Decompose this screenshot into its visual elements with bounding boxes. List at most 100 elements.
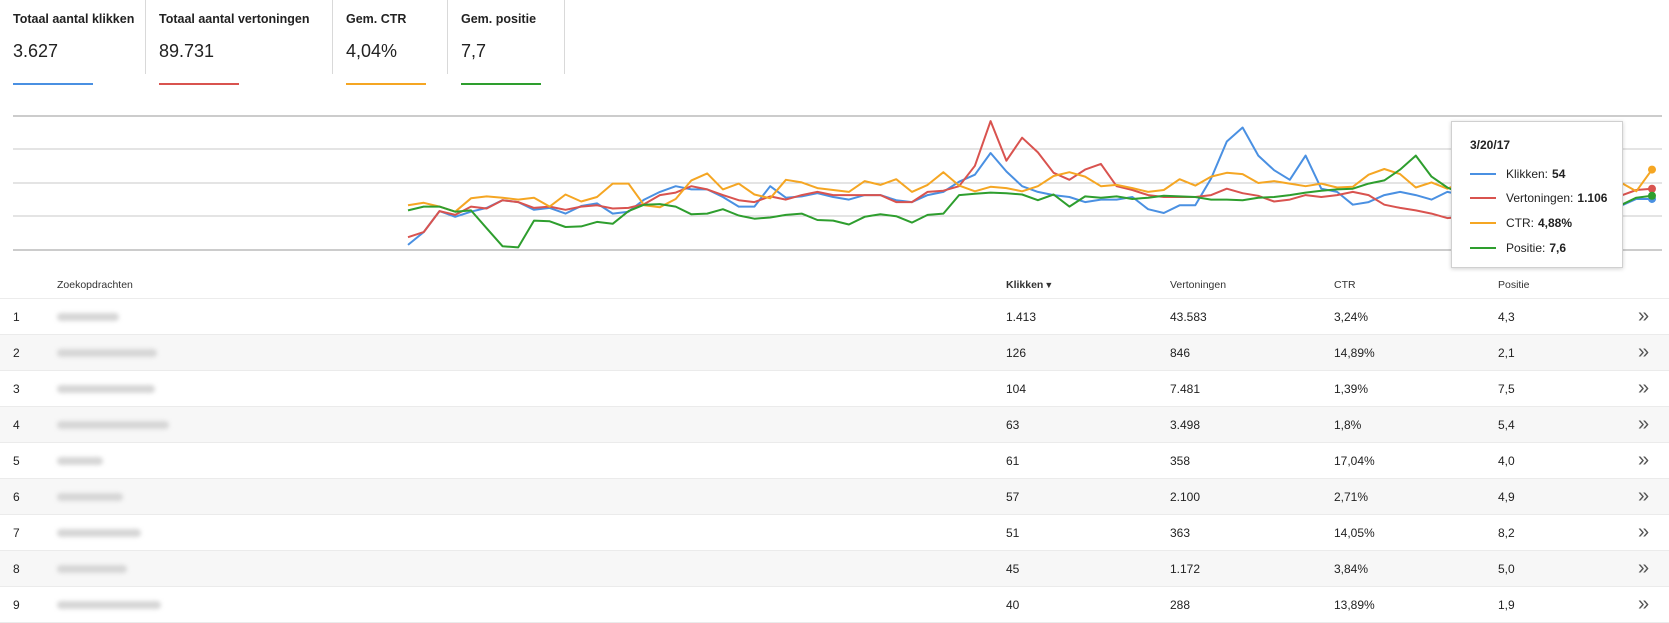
queries-table: Zoekopdrachten Klikken▼ Vertoningen CTR … <box>0 268 1669 623</box>
metrics-bar: Totaal aantal klikken 3.627 Totaal aanta… <box>0 0 565 85</box>
tooltip-row-impressions: Vertoningen: 1.106 <box>1470 191 1607 205</box>
metric-color-line <box>13 83 93 85</box>
series-endpoint-ctr <box>1648 165 1656 174</box>
row-details-icon[interactable]: » <box>1638 413 1650 435</box>
row-number: 9 <box>13 598 20 612</box>
row-position: 5,0 <box>1498 562 1515 576</box>
table-row[interactable]: 5 61 358 17,04% 4,0 » <box>0 443 1669 479</box>
query-text-redacted[interactable] <box>57 385 155 393</box>
metric-total-impressions[interactable]: Totaal aantal vertoningen 89.731 <box>146 0 333 85</box>
row-details-icon[interactable]: » <box>1638 305 1650 327</box>
row-clicks: 61 <box>1006 454 1020 468</box>
row-position: 8,2 <box>1498 526 1515 540</box>
performance-line-chart[interactable] <box>0 100 1669 260</box>
header-ctr[interactable]: CTR <box>1334 279 1356 291</box>
row-position: 1,9 <box>1498 598 1515 612</box>
row-ctr: 17,04% <box>1334 454 1375 468</box>
row-position: 5,4 <box>1498 418 1515 432</box>
query-text-redacted[interactable] <box>57 349 157 357</box>
row-clicks: 126 <box>1006 346 1027 360</box>
table-row[interactable]: 7 51 363 14,05% 8,2 » <box>0 515 1669 551</box>
tooltip-row-ctr: CTR: 4,88% <box>1470 216 1572 230</box>
query-text-redacted[interactable] <box>57 457 103 465</box>
row-number: 4 <box>13 418 20 432</box>
row-impressions: 1.172 <box>1170 562 1201 576</box>
header-clicks[interactable]: Klikken▼ <box>1006 279 1053 291</box>
row-impressions: 3.498 <box>1170 418 1201 432</box>
row-ctr: 3,24% <box>1334 310 1369 324</box>
series-endpoint-vertoningen <box>1648 184 1656 193</box>
row-ctr: 1,39% <box>1334 382 1369 396</box>
metric-color-line <box>461 83 541 85</box>
row-details-icon[interactable]: » <box>1638 485 1650 507</box>
tooltip-swatch <box>1470 247 1496 249</box>
row-ctr: 14,05% <box>1334 526 1375 540</box>
metric-avg-position[interactable]: Gem. positie 7,7 <box>448 0 565 85</box>
chart-tooltip: 3/20/17 Klikken: 54 Vertoningen: 1.106 C… <box>1451 121 1623 268</box>
row-details-icon[interactable]: » <box>1638 449 1650 471</box>
query-text-redacted[interactable] <box>57 493 123 501</box>
row-number: 1 <box>13 310 20 324</box>
row-number: 3 <box>13 382 20 396</box>
table-header: Zoekopdrachten Klikken▼ Vertoningen CTR … <box>0 268 1669 299</box>
query-text-redacted[interactable] <box>57 601 161 609</box>
metric-value: 4,04% <box>346 41 398 61</box>
row-number: 8 <box>13 562 20 576</box>
table-row[interactable]: 9 40 288 13,89% 1,9 » <box>0 587 1669 623</box>
metric-label: Totaal aantal klikken <box>13 12 135 26</box>
row-ctr: 2,71% <box>1334 490 1369 504</box>
row-impressions: 2.100 <box>1170 490 1201 504</box>
metric-color-line <box>159 83 239 85</box>
tooltip-label: Positie: <box>1506 241 1546 255</box>
table-row[interactable]: 2 126 846 14,89% 2,1 » <box>0 335 1669 371</box>
table-row[interactable]: 6 57 2.100 2,71% 4,9 » <box>0 479 1669 515</box>
tooltip-row-clicks: Klikken: 54 <box>1470 167 1565 181</box>
row-impressions: 288 <box>1170 598 1191 612</box>
row-ctr: 13,89% <box>1334 598 1375 612</box>
row-ctr: 1,8% <box>1334 418 1362 432</box>
row-clicks: 40 <box>1006 598 1020 612</box>
table-row[interactable]: 8 45 1.172 3,84% 5,0 » <box>0 551 1669 587</box>
tooltip-value: 54 <box>1552 167 1566 181</box>
tooltip-label: Vertoningen: <box>1506 191 1574 205</box>
row-position: 4,0 <box>1498 454 1515 468</box>
series-line-positie <box>407 154 1653 249</box>
tooltip-value: 4,88% <box>1538 216 1573 230</box>
row-clicks: 1.413 <box>1006 310 1037 324</box>
row-details-icon[interactable]: » <box>1638 341 1650 363</box>
row-impressions: 7.481 <box>1170 382 1201 396</box>
row-number: 6 <box>13 490 20 504</box>
metric-label: Gem. CTR <box>346 12 407 26</box>
header-clicks-label: Klikken <box>1006 279 1044 291</box>
query-text-redacted[interactable] <box>57 313 119 321</box>
row-impressions: 363 <box>1170 526 1191 540</box>
metric-value: 3.627 <box>13 41 59 61</box>
row-details-icon[interactable]: » <box>1638 521 1650 543</box>
tooltip-date: 3/20/17 <box>1470 138 1511 152</box>
row-details-icon[interactable]: » <box>1638 377 1650 399</box>
row-impressions: 846 <box>1170 346 1191 360</box>
table-row[interactable]: 3 104 7.481 1,39% 7,5 » <box>0 371 1669 407</box>
row-clicks: 57 <box>1006 490 1020 504</box>
tooltip-label: Klikken: <box>1506 167 1549 181</box>
row-clicks: 45 <box>1006 562 1020 576</box>
row-ctr: 14,89% <box>1334 346 1375 360</box>
table-row[interactable]: 4 63 3.498 1,8% 5,4 » <box>0 407 1669 443</box>
query-text-redacted[interactable] <box>57 529 141 537</box>
row-details-icon[interactable]: » <box>1638 593 1650 615</box>
tooltip-row-position: Positie: 7,6 <box>1470 241 1566 255</box>
metric-avg-ctr[interactable]: Gem. CTR 4,04% <box>333 0 448 85</box>
header-impressions[interactable]: Vertoningen <box>1170 279 1227 291</box>
row-impressions: 43.583 <box>1170 310 1207 324</box>
header-position[interactable]: Positie <box>1498 279 1530 291</box>
tooltip-swatch <box>1470 222 1496 224</box>
query-text-redacted[interactable] <box>57 565 127 573</box>
metric-value: 7,7 <box>461 41 487 61</box>
row-details-icon[interactable]: » <box>1638 557 1650 579</box>
query-text-redacted[interactable] <box>57 421 169 429</box>
table-row[interactable]: 1 1.413 43.583 3,24% 4,3 » <box>0 299 1669 335</box>
metric-total-clicks[interactable]: Totaal aantal klikken 3.627 <box>0 0 146 85</box>
header-queries[interactable]: Zoekopdrachten <box>57 279 133 291</box>
row-impressions: 358 <box>1170 454 1191 468</box>
metric-value: 89.731 <box>159 41 215 61</box>
